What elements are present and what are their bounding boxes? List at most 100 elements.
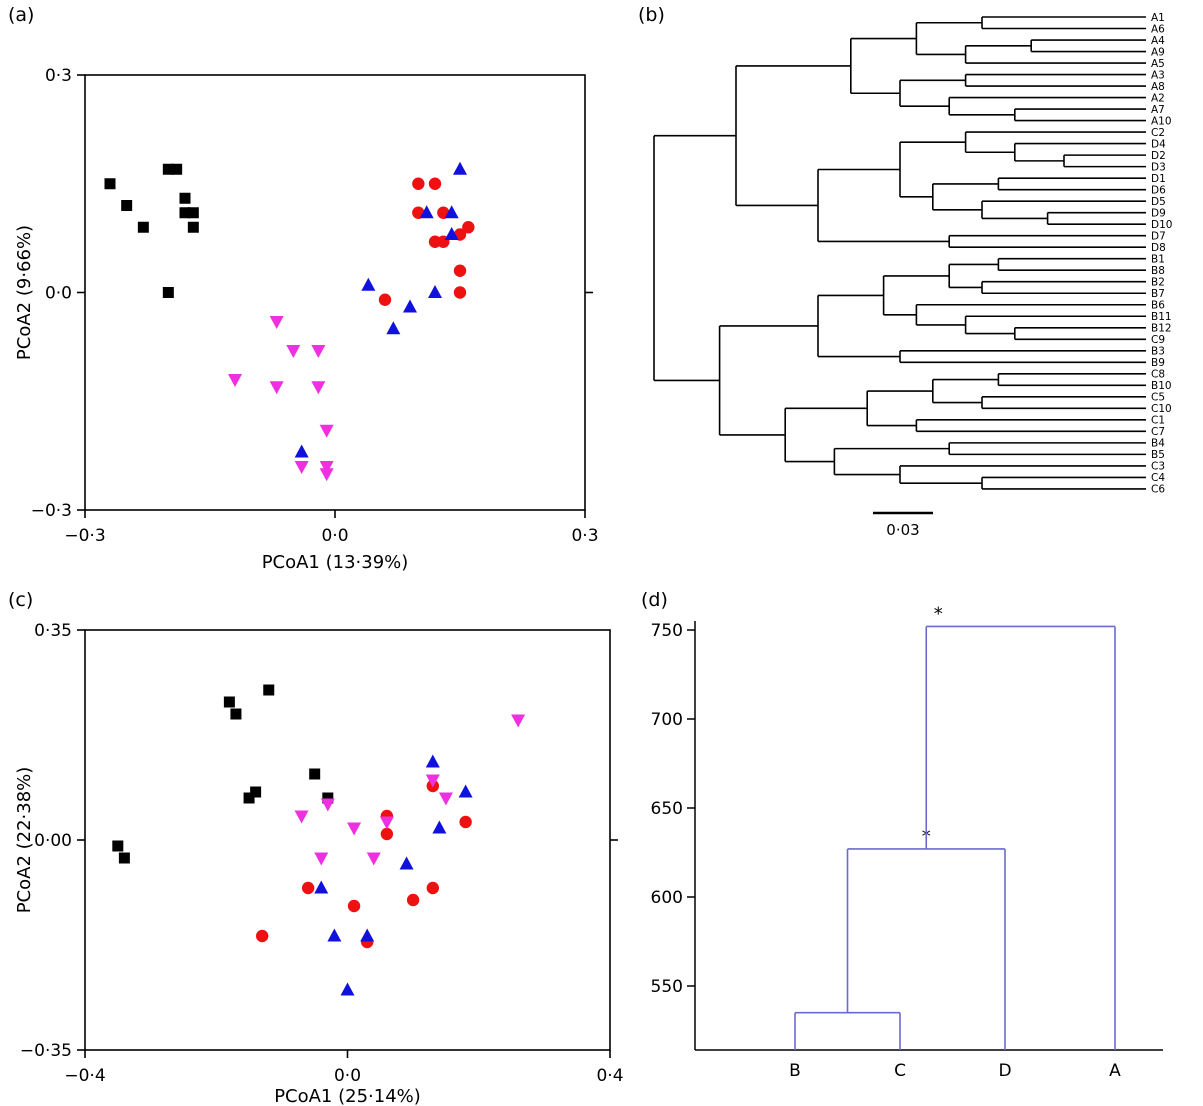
taxon-label: A2 bbox=[1151, 92, 1165, 104]
cluster-leaf-label: D bbox=[998, 1061, 1011, 1081]
taxon-label: C9 bbox=[1151, 334, 1165, 346]
marker-blue-triangles bbox=[386, 321, 401, 335]
taxon-label: C3 bbox=[1151, 461, 1165, 473]
x-axis-title: PCoA1 (25·14%) bbox=[274, 1086, 421, 1106]
panel-c-label: (c) bbox=[8, 589, 34, 611]
marker-black-squares bbox=[162, 287, 174, 298]
taxon-label: B5 bbox=[1151, 449, 1165, 461]
x-tick-label: 0·3 bbox=[571, 526, 598, 546]
y-axis-title: PCoA2 (9·66%) bbox=[14, 225, 35, 360]
taxon-label: B12 bbox=[1151, 323, 1172, 335]
y-tick-label: −0·3 bbox=[31, 501, 72, 521]
marker-black-squares bbox=[179, 207, 191, 219]
panel-a-label: (a) bbox=[8, 4, 35, 26]
marker-magenta-triangles bbox=[319, 468, 334, 482]
marker-black-squares bbox=[243, 792, 255, 804]
marker-black-squares bbox=[263, 684, 275, 696]
taxon-label: D10 bbox=[1151, 219, 1172, 231]
y-tick-label: 0·00 bbox=[34, 831, 72, 851]
marker-magenta-triangles bbox=[425, 774, 440, 788]
marker-black-squares bbox=[322, 792, 334, 804]
taxon-label: D2 bbox=[1151, 150, 1166, 162]
marker-black-squares bbox=[121, 200, 133, 211]
marker-black-squares bbox=[162, 163, 174, 175]
marker-red-circles bbox=[453, 286, 467, 299]
taxon-label: B9 bbox=[1151, 357, 1165, 369]
taxon-label: A5 bbox=[1151, 58, 1165, 70]
x-tick-label: −0·3 bbox=[64, 526, 105, 546]
marker-black-squares bbox=[223, 696, 235, 708]
taxon-label: C7 bbox=[1151, 426, 1165, 438]
y-tick-label: 0·35 bbox=[34, 621, 72, 641]
marker-magenta-triangles bbox=[294, 461, 309, 474]
taxon-label: D5 bbox=[1151, 196, 1166, 208]
x-tick-label: −0·4 bbox=[64, 1066, 105, 1086]
x-tick-label: 0·0 bbox=[334, 1066, 361, 1086]
taxon-label: C6 bbox=[1151, 484, 1165, 496]
marker-black-squares bbox=[118, 852, 130, 864]
marker-black-squares bbox=[250, 786, 262, 798]
marker-magenta-triangles bbox=[286, 345, 301, 358]
taxon-label: B2 bbox=[1151, 277, 1165, 289]
y-tick-label: 650 bbox=[651, 799, 683, 819]
marker-red-circles bbox=[406, 893, 420, 907]
y-tick-label: −0·35 bbox=[20, 1041, 72, 1061]
taxon-label: A3 bbox=[1151, 69, 1165, 81]
pcoa-scatter-bottom: −0·4 0·0 0·4 0·35 0·00 −0·35 PCoA1 (25·14%) PCo… bbox=[14, 621, 624, 1106]
marker-magenta-triangles bbox=[319, 424, 334, 438]
taxon-label: B10 bbox=[1151, 380, 1172, 392]
marker-blue-triangles bbox=[444, 205, 459, 219]
marker-magenta-triangles bbox=[320, 798, 335, 812]
plot-box bbox=[84, 74, 586, 511]
taxon-label: A10 bbox=[1151, 115, 1172, 127]
marker-magenta-triangles bbox=[438, 792, 453, 806]
marker-magenta-triangles bbox=[511, 714, 526, 728]
phylogenetic-tree: A1A6A4A9A5A3A8A2A7A10C2D4D2D3D1D6D5D9D10… bbox=[653, 12, 1172, 539]
panel-b-label: (b) bbox=[638, 4, 665, 26]
marker-magenta-triangles bbox=[269, 316, 284, 329]
marker-black-squares bbox=[179, 192, 191, 204]
marker-blue-triangles bbox=[453, 161, 467, 175]
marker-red-circles bbox=[428, 177, 442, 190]
taxon-label: A9 bbox=[1151, 46, 1165, 58]
taxon-label: C5 bbox=[1151, 392, 1165, 404]
taxon-label: A7 bbox=[1151, 104, 1165, 116]
pcoa-scatter-top: −0·3 0·0 0·3 0·3 0·0 −0·3 PCoA1 (13·39%) PCoA2 … bbox=[14, 66, 599, 573]
marker-magenta-triangles bbox=[228, 374, 242, 387]
scale-bar-label: 0·03 bbox=[886, 521, 919, 539]
marker-blue-triangles bbox=[403, 299, 417, 313]
marker-magenta-triangles bbox=[366, 852, 381, 866]
marker-red-circles bbox=[380, 827, 394, 841]
taxon-label: B8 bbox=[1151, 265, 1165, 277]
marker-blue-triangles bbox=[444, 227, 459, 240]
marker-black-squares bbox=[187, 207, 199, 219]
marker-black-squares bbox=[171, 163, 183, 175]
marker-blue-triangles bbox=[458, 784, 473, 798]
marker-black-squares bbox=[230, 708, 242, 720]
cluster-leaf-label: C bbox=[894, 1061, 906, 1081]
marker-black-squares bbox=[112, 840, 124, 852]
marker-blue-triangles bbox=[327, 928, 342, 942]
marker-red-circles bbox=[378, 293, 392, 306]
marker-magenta-triangles bbox=[294, 810, 309, 824]
marker-magenta-triangles bbox=[379, 816, 394, 830]
taxon-label: B11 bbox=[1151, 311, 1172, 323]
taxon-label: C10 bbox=[1151, 403, 1172, 415]
marker-blue-triangles bbox=[425, 754, 440, 768]
x-axis-title: PCoA1 (13·39%) bbox=[262, 552, 409, 573]
marker-red-circles bbox=[462, 221, 475, 234]
taxon-label: C4 bbox=[1151, 472, 1165, 484]
y-axis-title: PCoA2 (22·38%) bbox=[14, 767, 35, 914]
taxon-label: B3 bbox=[1151, 346, 1165, 358]
taxon-label: C2 bbox=[1151, 127, 1165, 139]
taxon-label: B4 bbox=[1151, 438, 1165, 450]
taxon-label: D1 bbox=[1151, 173, 1166, 185]
marker-blue-triangles bbox=[361, 277, 376, 291]
marker-black-squares bbox=[309, 768, 321, 780]
significance-star: * bbox=[934, 603, 943, 624]
marker-magenta-triangles bbox=[347, 822, 362, 836]
marker-magenta-triangles bbox=[269, 381, 284, 395]
cluster-leaf-label: A bbox=[1109, 1061, 1121, 1081]
